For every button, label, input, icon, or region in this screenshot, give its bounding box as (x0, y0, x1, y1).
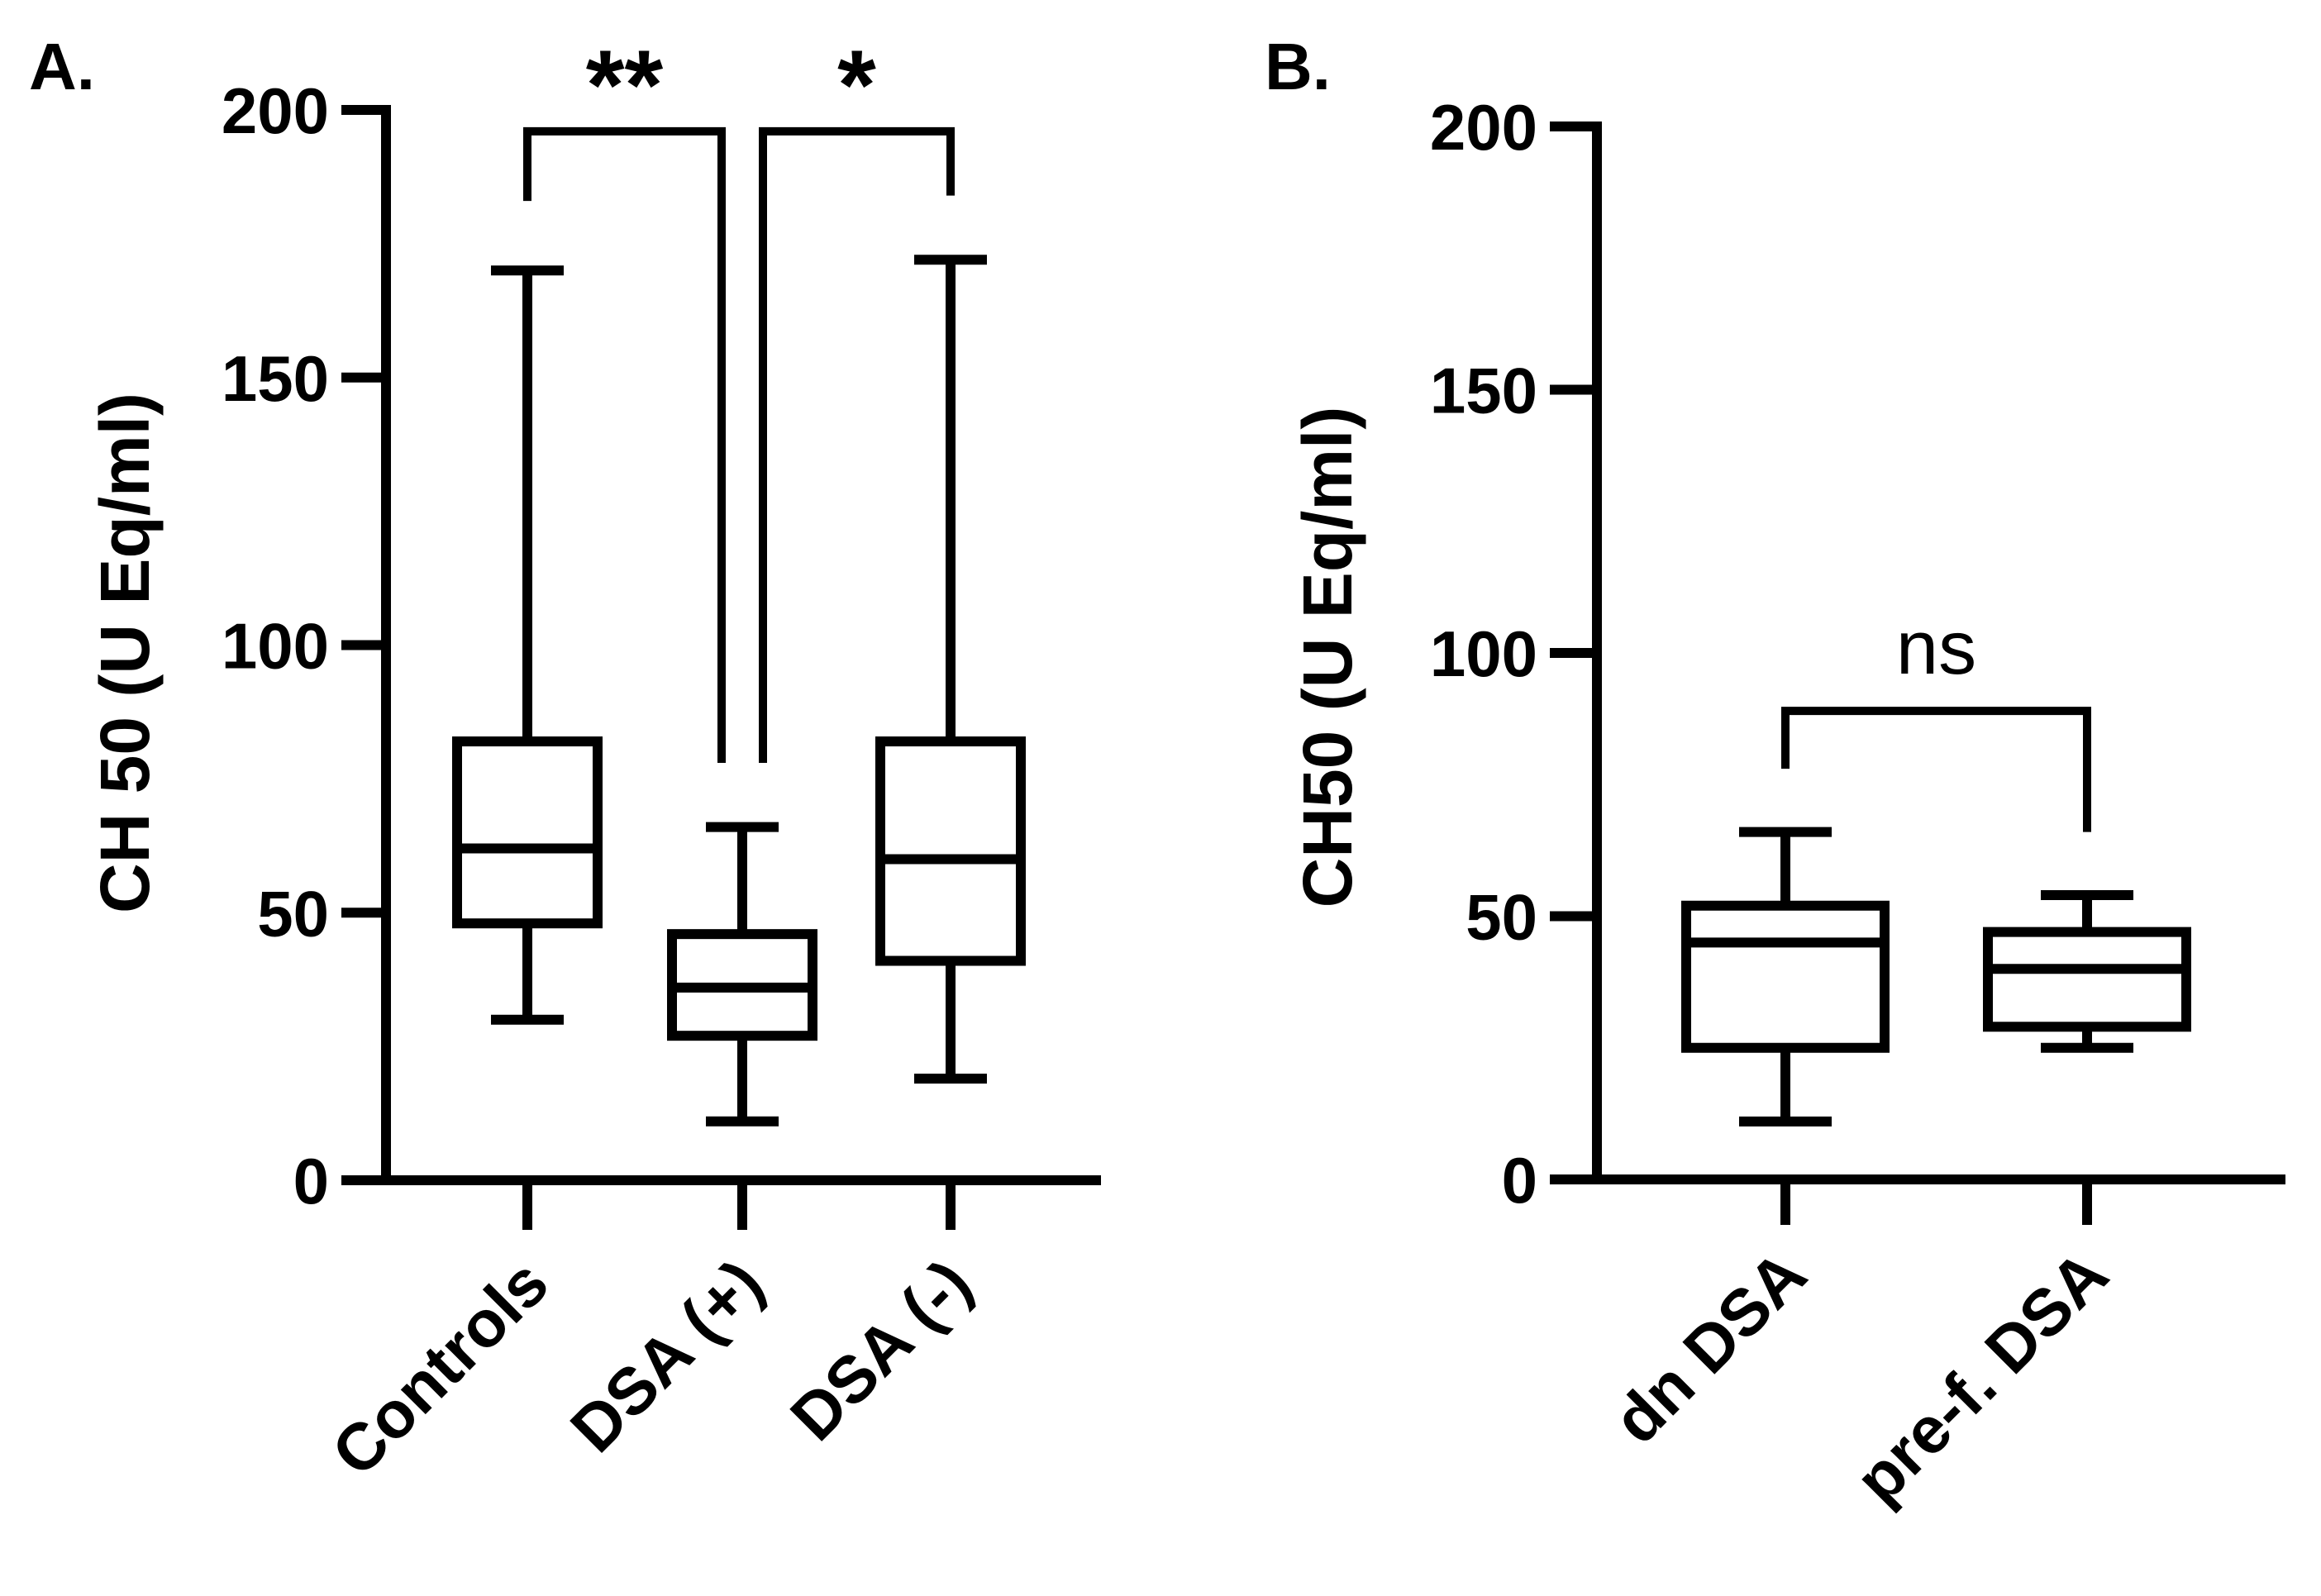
panel-a-y-tick-label-50: 50 (257, 877, 329, 950)
panel-b-y-tick-label-50: 50 (1466, 881, 1537, 954)
panel-b-y-tick-label-0: 0 (1502, 1144, 1537, 1217)
panel-b-box-0 (1681, 827, 1890, 1127)
panel-b-label: B. (1265, 30, 1331, 103)
panel-b-chart: B. CH50 (U Eq/ml) 0 50 100 150 200 dn DSA pre-… (1265, 30, 2285, 1517)
panel-b-y-tick-label-200: 200 (1430, 91, 1537, 164)
panel-b-category-label-1: pre-f. DSA (1842, 1236, 2123, 1517)
panel-a-chart: A. CH 50 (U Eq/ml) 050100150200ControlsD… (29, 30, 1101, 1490)
panel-b-box-0-iqr-rect (1681, 900, 1890, 1053)
panel-b-y-tick-label-150: 150 (1430, 355, 1537, 427)
panel-a-significance-label-1: * (837, 30, 876, 141)
panel-a-label: A. (29, 30, 95, 103)
panel-a-box-2-iqr-rect (875, 736, 1026, 966)
panel-b-significance-label-0: ns (1896, 606, 1976, 690)
panel-b-significance-bracket-0 (1781, 707, 2091, 832)
panel-a-significance-bracket-0 (523, 126, 726, 763)
panel-a-y-tick-label-150: 150 (222, 342, 329, 415)
panel-b-y-tick-label-100: 100 (1430, 617, 1537, 690)
panel-b-y-axis-label: CH50 (U Eq/ml) (1289, 407, 1366, 908)
panel-a-box-0-iqr-rect (452, 736, 603, 929)
panel-a-category-label-0: Controls (318, 1246, 562, 1489)
panel-a-category-label-2: DSA (-) (777, 1246, 986, 1455)
panel-a-y-tick-label-100: 100 (222, 610, 329, 683)
panel-a-significance-label-0: ** (586, 30, 664, 141)
panel-a-category-label-1: DSA (+) (556, 1246, 777, 1466)
panel-a-box-2 (875, 255, 1026, 1084)
panel-b-box-1-iqr-rect (1983, 927, 2191, 1032)
panel-a-y-tick-label-200: 200 (222, 74, 329, 147)
panel-a-y-tick-label-0: 0 (293, 1145, 329, 1217)
panel-a-y-axis-label: CH 50 (U Eq/ml) (86, 393, 164, 913)
panel-a-significance-bracket-1 (759, 126, 955, 763)
panel-b-box-1 (1983, 890, 2191, 1053)
panel-b-category-label-0: dn DSA (1599, 1236, 1820, 1457)
panel-a-box-1 (667, 822, 817, 1127)
panel-a-box-0 (452, 265, 603, 1025)
